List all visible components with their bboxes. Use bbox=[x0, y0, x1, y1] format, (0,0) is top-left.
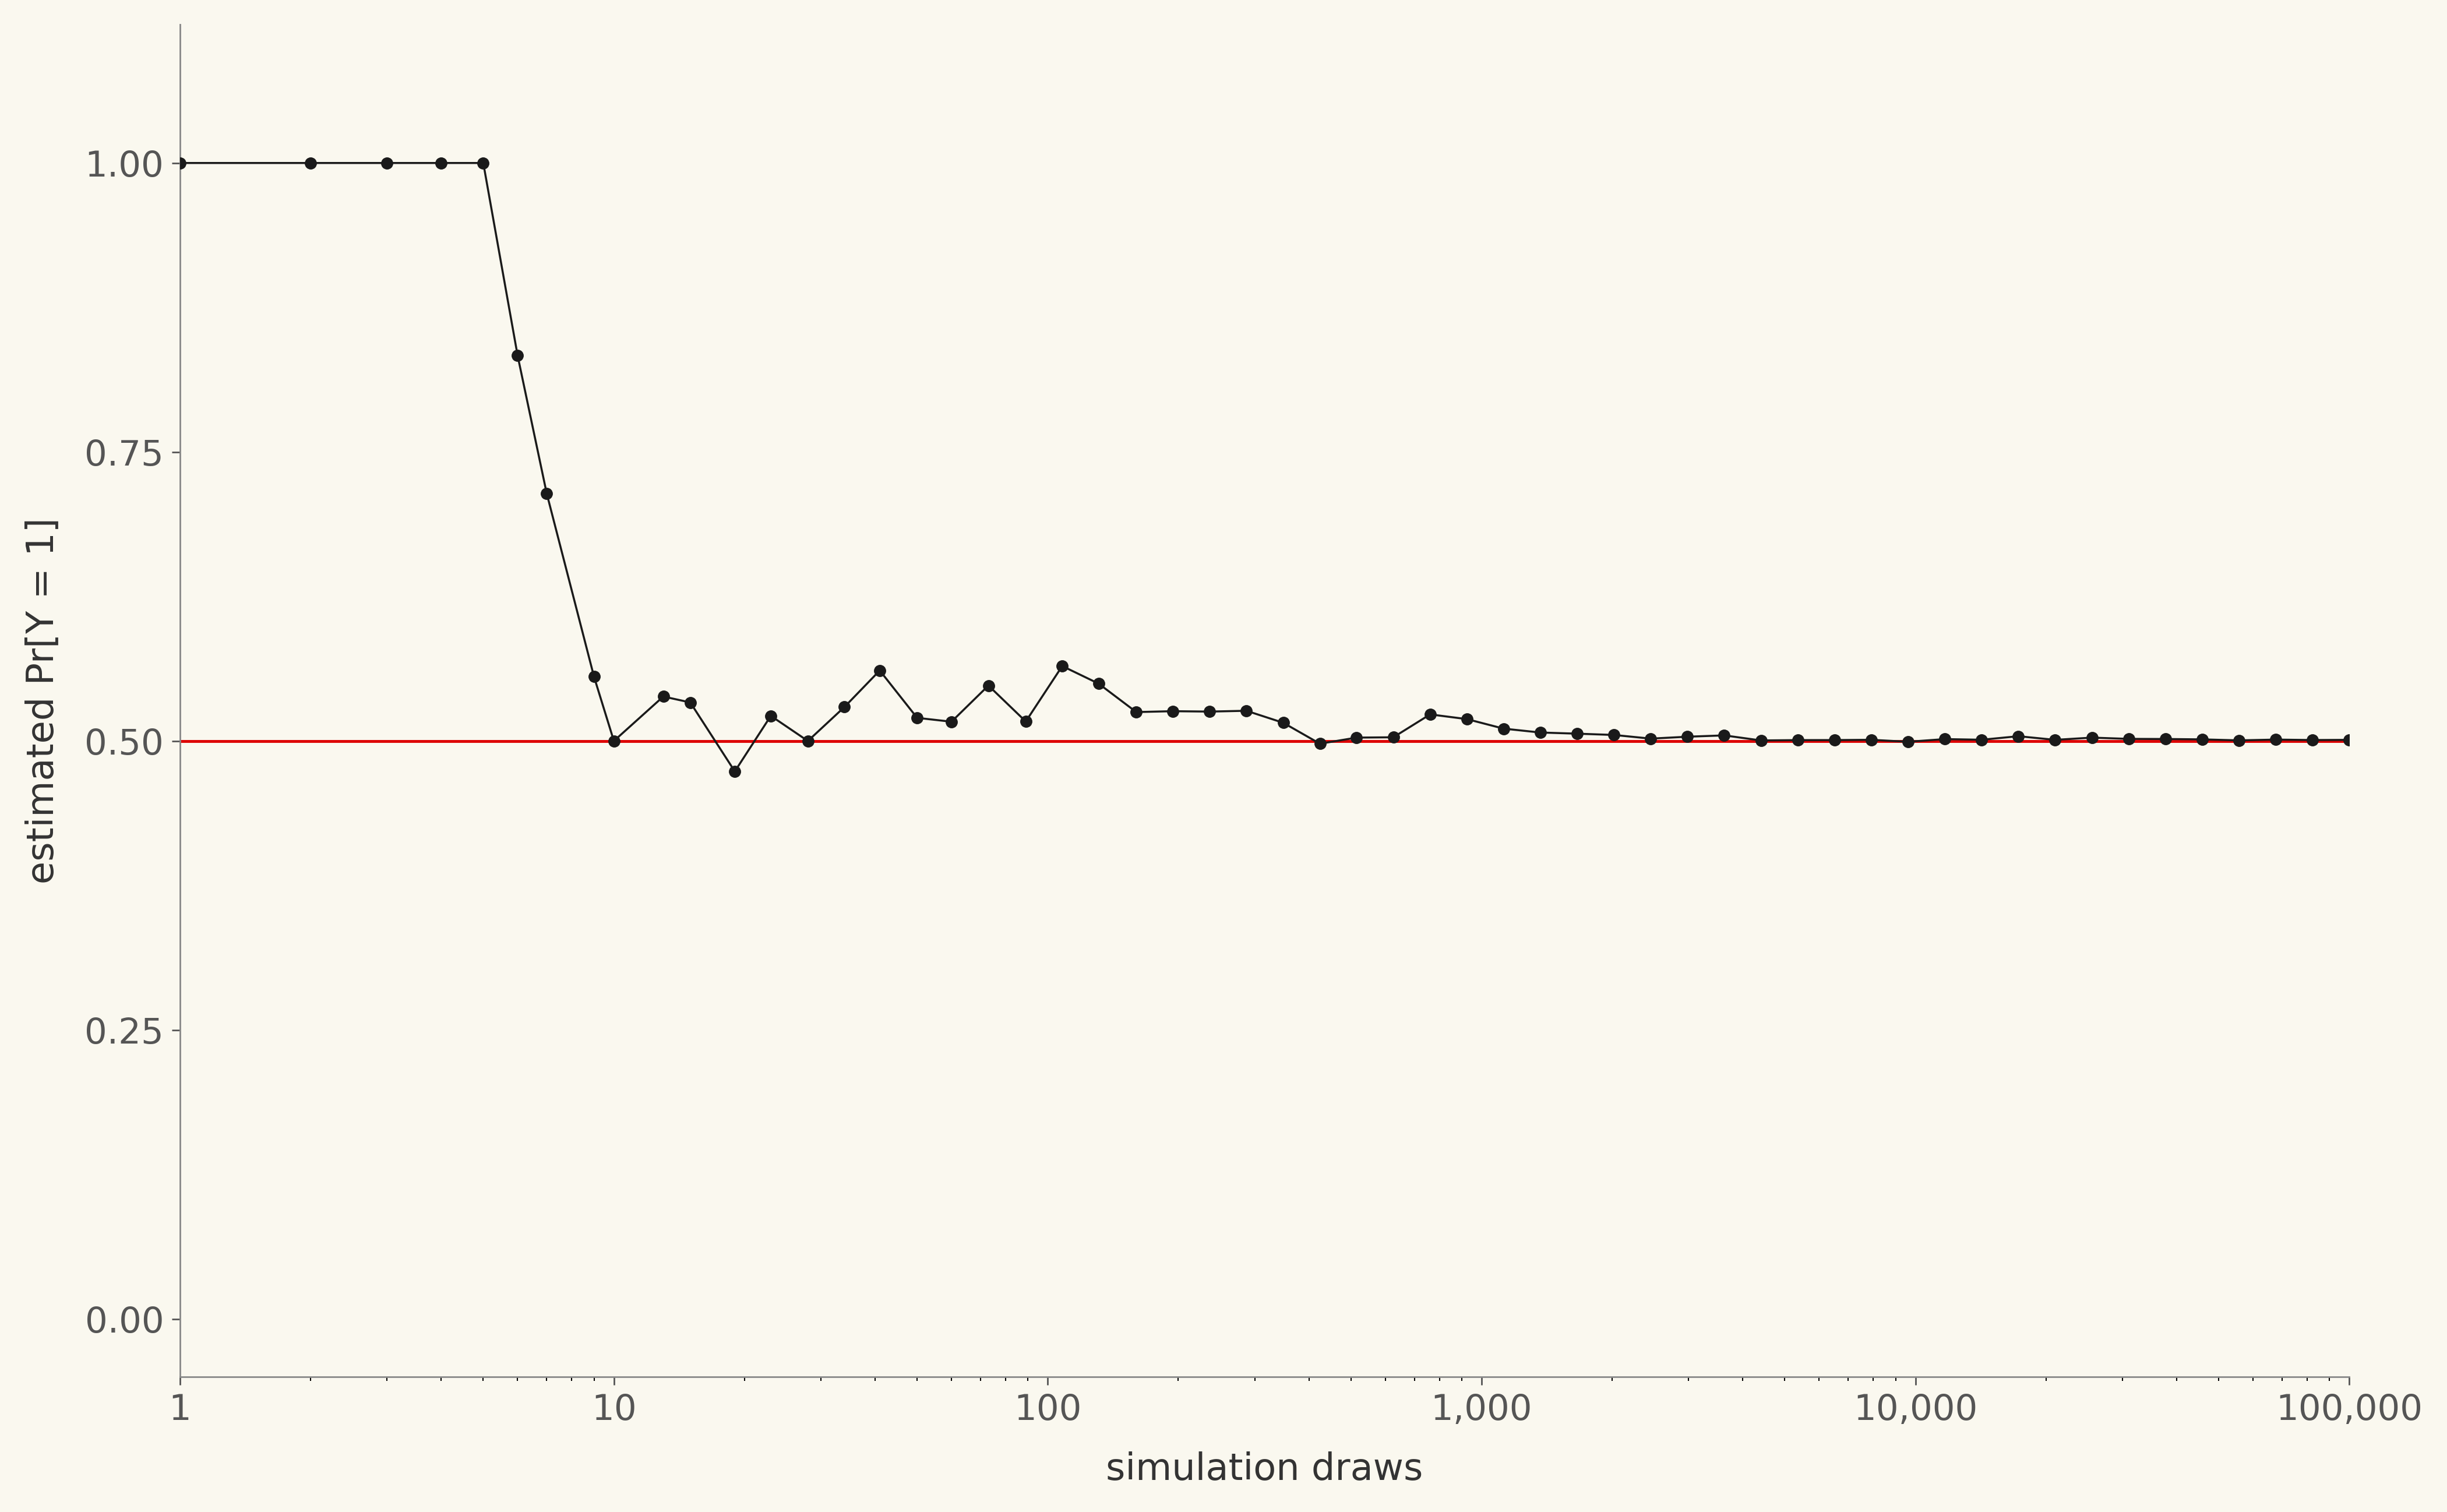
X-axis label: simulation draws: simulation draws bbox=[1106, 1452, 1424, 1488]
Y-axis label: estimated Pr[Y = 1]: estimated Pr[Y = 1] bbox=[24, 517, 61, 883]
